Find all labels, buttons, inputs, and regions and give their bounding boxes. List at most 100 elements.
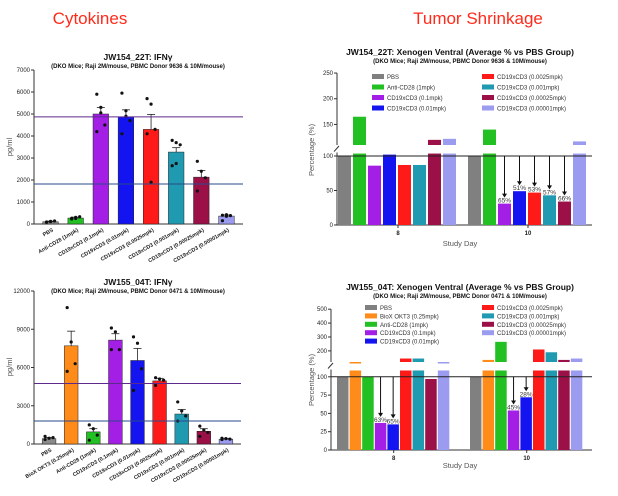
legend-swatch	[365, 313, 377, 319]
data-point	[228, 437, 232, 441]
legend-label: CD19xCD3 (0.01mpk)	[380, 340, 439, 346]
bar-10-2-upper	[495, 341, 507, 362]
arrow-head-icon	[511, 400, 517, 405]
legend-label: PBS	[387, 75, 399, 81]
data-point	[220, 437, 224, 442]
legend-label: CD19xCD3 (0.00025mpk)	[497, 323, 566, 329]
x-tick-label: PBS	[42, 227, 55, 238]
x-axis-label: Study Day	[443, 461, 478, 470]
y-tick-label: 6000	[17, 90, 31, 96]
bar-8-2	[368, 165, 381, 225]
data-point	[158, 377, 162, 381]
y-axis-label: Percentage (%)	[307, 353, 316, 406]
legend-swatch	[372, 95, 384, 100]
bar-10-4	[528, 192, 541, 225]
bar-8-6-lower	[428, 153, 441, 225]
y-tick-label: 0	[330, 223, 334, 229]
data-point	[145, 97, 149, 101]
reduction-label: 57%	[543, 189, 556, 196]
data-point	[43, 437, 47, 442]
data-point	[149, 102, 153, 106]
data-point	[203, 176, 207, 180]
data-point	[65, 369, 69, 373]
legend-swatch	[482, 330, 494, 336]
data-point	[103, 123, 107, 127]
y-tick-label: 3000	[17, 156, 31, 162]
legend-label: Anti-CD28 (1mpk)	[387, 86, 435, 92]
data-point	[95, 92, 99, 96]
legend-label: PBS	[380, 306, 392, 312]
y-tick-label: 0	[27, 442, 31, 448]
y-tick-label: 25	[320, 430, 327, 436]
chart-subtitle: (DKO Mice; Raji 2M/mouse, PBMC Donor 047…	[373, 294, 547, 300]
data-point	[135, 341, 140, 345]
chart-subtitle: (DKO Mice; Raji 2M/mouse, PBMC Donor 963…	[373, 59, 547, 65]
bar-10-3	[513, 191, 526, 225]
bar-8-7	[425, 378, 437, 450]
data-point	[87, 423, 91, 427]
bar-8-1-upper	[353, 116, 366, 145]
legend-label: CD19xCD3 (0.00025mpk)	[497, 96, 566, 102]
chart-jw155-xenogen: JW155_04T: Xenogen Ventral (Average % vs…	[307, 282, 592, 470]
x-tick-label: 10	[525, 231, 532, 237]
arrow-head-icon	[390, 414, 396, 419]
data-point	[198, 434, 202, 438]
data-point	[95, 130, 99, 134]
bar-10-6-lower	[545, 370, 558, 450]
legend-swatch	[482, 313, 494, 319]
legend-swatch	[365, 321, 377, 327]
data-point	[70, 216, 74, 220]
chart-subtitle: (DKO Mice; Raji 2M/mouse, PBMC Donor 963…	[51, 64, 225, 70]
y-tick-label: 2000	[17, 178, 31, 184]
data-point	[176, 400, 180, 404]
bar-10-4	[520, 397, 532, 450]
data-point	[73, 362, 77, 366]
legend-swatch	[372, 84, 384, 90]
data-point	[87, 438, 91, 442]
chart-jw155-ifng: JW155_04T: IFNγ (DKO Mice; Raji 2M/mouse…	[5, 277, 241, 484]
legend-label: CD19xCD3 (0.00001mpk)	[497, 331, 566, 337]
data-point	[170, 138, 174, 142]
data-point	[145, 132, 149, 136]
data-point	[69, 340, 73, 344]
x-tick-label: 10	[523, 456, 530, 462]
bar-8-7-upper	[443, 138, 456, 145]
bar-8-5-upper	[400, 358, 412, 362]
y-tick-label: 50	[320, 411, 327, 417]
x-axis-label: Study Day	[443, 239, 478, 248]
bar-10-2-lower	[495, 370, 507, 450]
reduction-label: 51%	[513, 185, 526, 192]
data-point	[131, 335, 136, 339]
bar-10-5-lower	[533, 370, 545, 450]
bar-10-8-upper	[570, 358, 583, 362]
data-point	[174, 161, 178, 166]
x-tick-label: PBS	[40, 447, 53, 458]
y-tick-label: 400	[317, 321, 328, 327]
data-point	[44, 220, 49, 224]
data-point	[154, 376, 158, 380]
data-point	[109, 348, 113, 352]
bar-10-7-lower	[573, 153, 586, 225]
y-tick-label: 200	[323, 97, 334, 103]
y-axis-label: pg/ml	[5, 357, 14, 376]
axis-break-mark	[327, 362, 334, 369]
data-point	[220, 213, 225, 217]
bar-8-8-upper	[437, 362, 450, 364]
data-point	[195, 189, 199, 193]
data-point	[52, 219, 57, 223]
bar-8-5-lower	[400, 370, 412, 450]
y-axis-label: Percentage (%)	[307, 123, 316, 176]
data-point	[153, 127, 157, 131]
bar-10-7-upper	[558, 359, 570, 362]
data-point	[162, 378, 166, 382]
data-point	[120, 132, 124, 136]
legend-swatch	[482, 74, 494, 79]
data-point	[74, 216, 78, 221]
data-point	[178, 143, 182, 147]
chart-title: JW155_04T: Xenogen Ventral (Average % vs…	[346, 282, 574, 292]
bar-8-7-lower	[443, 153, 456, 225]
y-tick-label: 5000	[17, 112, 31, 118]
data-point	[128, 119, 132, 123]
header-tumor-shrinkage: Tumor Shrinkage	[413, 9, 543, 28]
